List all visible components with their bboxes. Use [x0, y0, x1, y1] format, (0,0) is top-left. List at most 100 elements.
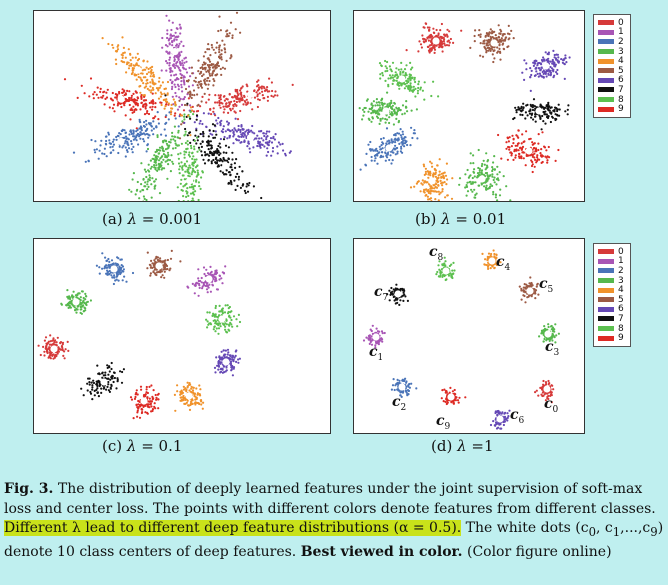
point [485, 188, 488, 191]
point [555, 107, 558, 110]
point [185, 151, 188, 154]
point [508, 148, 511, 151]
point [177, 66, 180, 69]
point [485, 263, 488, 267]
point [192, 155, 195, 158]
point [208, 79, 211, 83]
point [188, 389, 191, 392]
point [218, 48, 221, 51]
point [229, 109, 232, 112]
point [555, 58, 558, 61]
point [226, 348, 230, 351]
point [54, 339, 57, 342]
point [144, 185, 147, 188]
point [523, 78, 526, 81]
point [164, 140, 167, 143]
point [540, 332, 543, 335]
cluster-class-6 [178, 109, 292, 157]
point [214, 130, 217, 133]
point [177, 78, 180, 81]
point [381, 141, 384, 144]
point [238, 165, 241, 168]
class-center-dot-5 [490, 39, 498, 47]
point [549, 60, 552, 63]
point [188, 172, 191, 175]
point [420, 46, 423, 49]
point [91, 398, 94, 401]
point [174, 85, 177, 89]
point [214, 101, 217, 104]
point [230, 100, 233, 103]
point [379, 73, 382, 76]
point [542, 379, 545, 383]
point [256, 144, 259, 148]
point [421, 34, 424, 37]
point [227, 171, 231, 174]
point [494, 193, 498, 196]
point [129, 52, 132, 55]
point [149, 106, 152, 109]
point [143, 95, 146, 98]
legend-label: 8 [618, 94, 624, 105]
point [246, 190, 250, 193]
point [408, 382, 411, 386]
point [119, 102, 122, 105]
point [79, 299, 82, 302]
point [124, 131, 127, 135]
point [256, 80, 259, 83]
point [45, 344, 48, 347]
point [446, 40, 449, 43]
point [411, 66, 414, 69]
point [177, 58, 180, 62]
point [171, 131, 174, 134]
point [563, 77, 566, 80]
point [159, 91, 162, 94]
point [219, 106, 222, 109]
point [386, 151, 390, 155]
point [209, 132, 212, 135]
point [225, 151, 228, 154]
point [499, 51, 502, 55]
point [165, 60, 168, 63]
point [452, 261, 455, 264]
point [224, 325, 227, 328]
class-center-dot-0 [50, 345, 58, 353]
point [549, 65, 552, 69]
point [156, 256, 160, 259]
point [403, 379, 406, 382]
point [136, 96, 139, 99]
class-center-dot-1 [372, 333, 380, 341]
point [88, 381, 91, 384]
point [179, 396, 182, 399]
point [364, 163, 367, 166]
point [441, 181, 444, 184]
point [380, 101, 384, 104]
point [160, 101, 163, 104]
point [522, 102, 525, 105]
point [104, 256, 107, 259]
point [130, 140, 133, 143]
point [225, 105, 228, 108]
legend-item-3: 3 [598, 47, 626, 57]
point [510, 145, 513, 148]
point [189, 141, 192, 144]
point [381, 71, 384, 75]
point [487, 44, 490, 47]
point [257, 88, 261, 91]
point [210, 270, 213, 273]
point [215, 269, 218, 272]
point [130, 148, 133, 151]
point [427, 39, 430, 42]
point [465, 184, 468, 187]
point [217, 368, 220, 371]
point [466, 181, 469, 184]
point [236, 95, 239, 98]
point [141, 105, 145, 108]
point [473, 175, 476, 178]
point [469, 152, 472, 155]
point [441, 50, 444, 53]
point [566, 108, 569, 111]
point [396, 83, 400, 86]
point [209, 54, 212, 57]
point [382, 102, 385, 105]
